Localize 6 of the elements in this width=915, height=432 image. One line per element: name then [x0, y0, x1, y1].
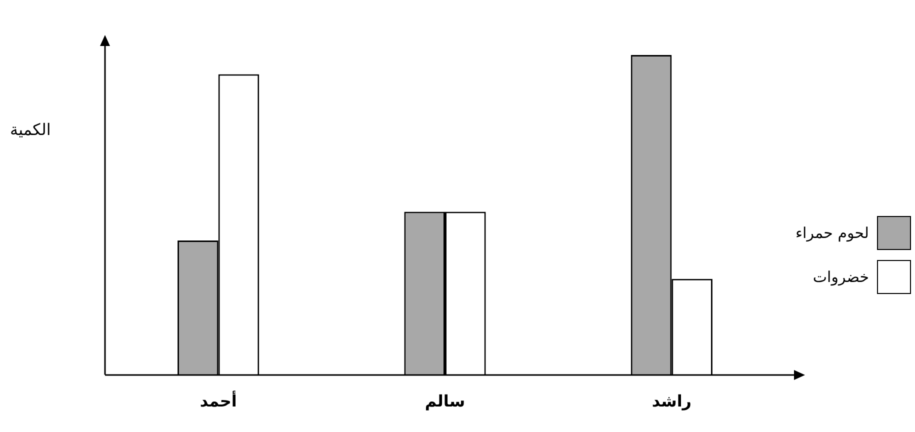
x-tick-label: سالم — [424, 392, 466, 411]
text: خضروات — [812, 268, 869, 286]
x-tick-label: أحمد — [200, 390, 237, 411]
y-axis-title: الكمية — [10, 120, 51, 139]
legend-label: لحوم حمراء — [796, 224, 869, 242]
x-tick-label: راشد — [652, 392, 692, 411]
